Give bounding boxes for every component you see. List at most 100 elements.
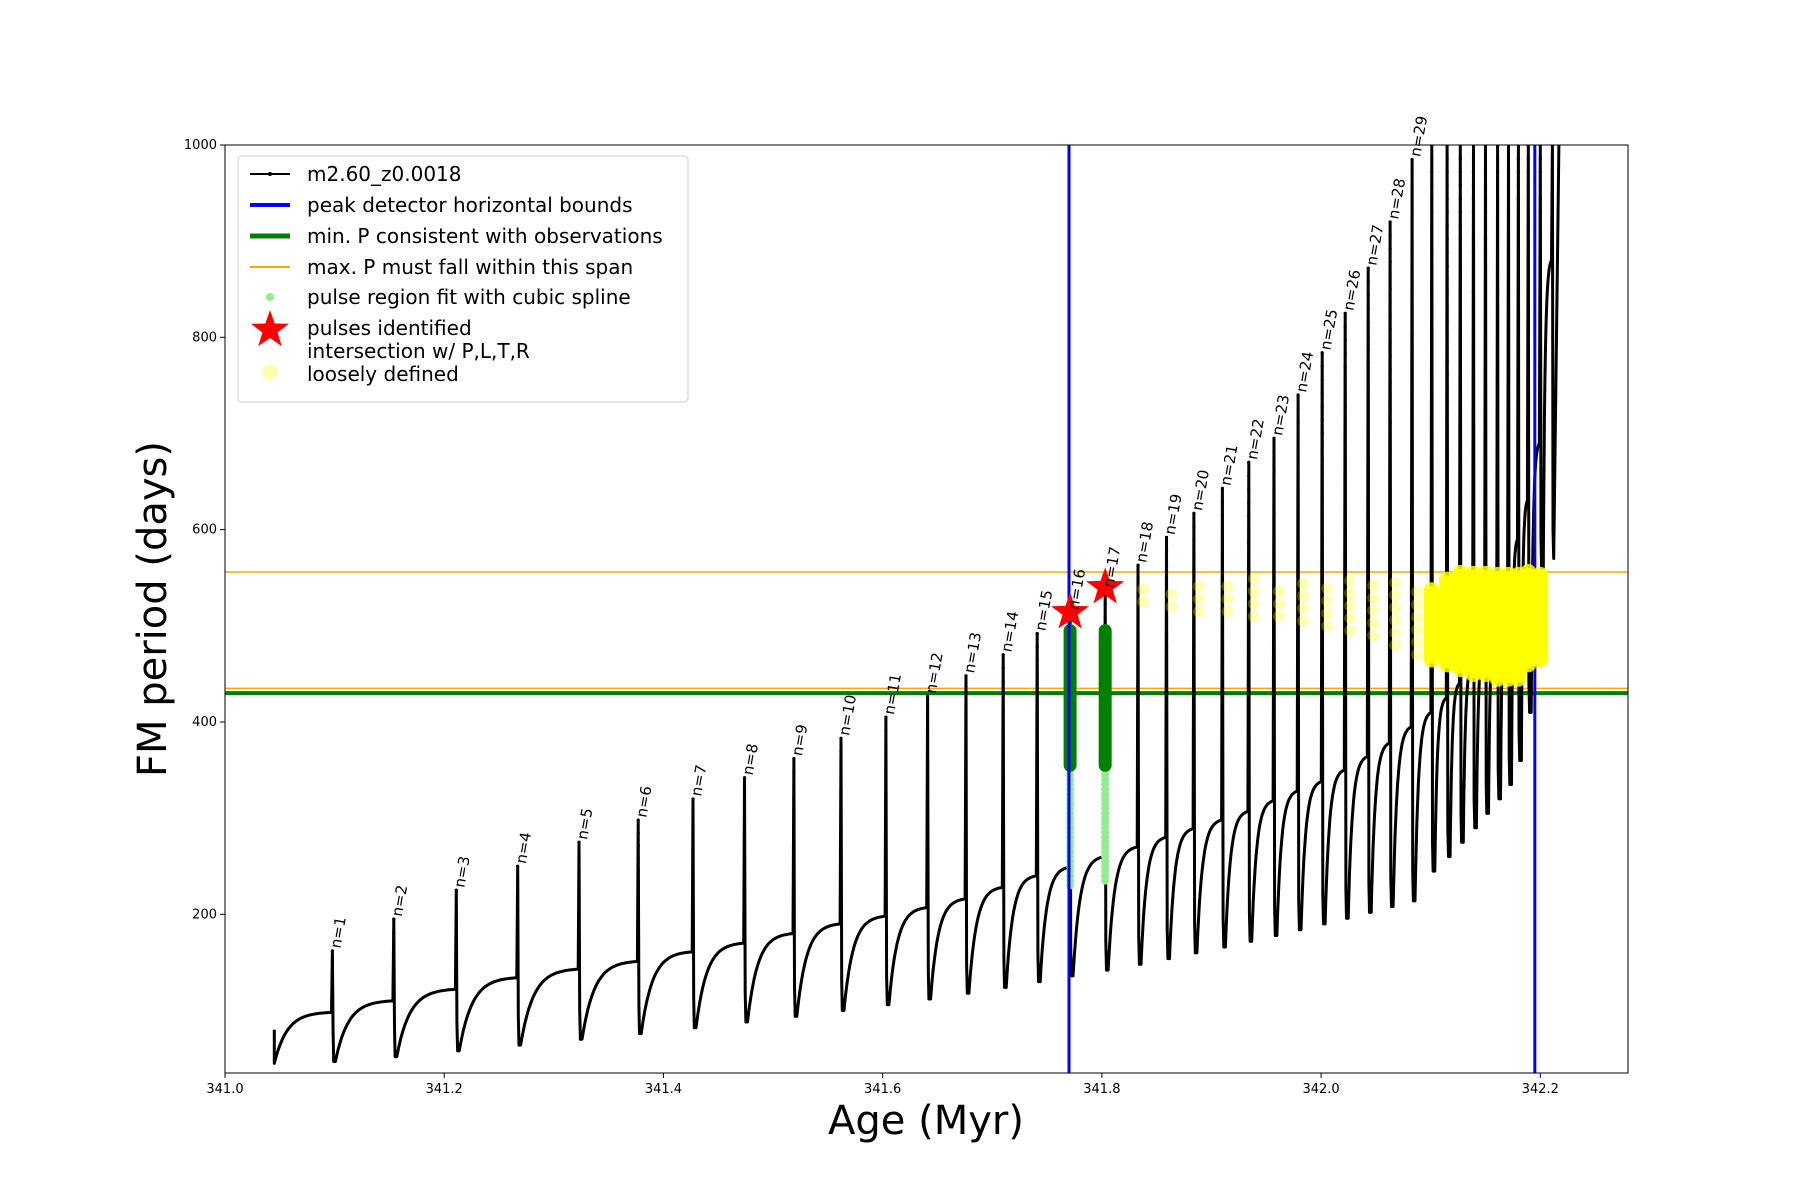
intersection-point <box>1247 585 1260 598</box>
track-dot <box>1538 360 1542 364</box>
track-dot <box>1410 346 1414 351</box>
track-dot <box>454 987 458 991</box>
track-dot <box>1526 417 1530 421</box>
pulse-spike-dots <box>1516 145 1520 541</box>
track-dot <box>1526 307 1530 311</box>
track-dot <box>1164 753 1169 758</box>
track-dot <box>1220 699 1225 703</box>
track-dot <box>925 853 930 857</box>
track-dot <box>925 707 930 711</box>
track-dot <box>1247 715 1251 720</box>
track-dot <box>1164 576 1169 580</box>
track-dot <box>925 734 930 738</box>
track-dot <box>1526 211 1530 216</box>
track-dot <box>1516 197 1520 201</box>
track-dot <box>1483 305 1488 309</box>
track-dot <box>1495 453 1500 457</box>
track-dot <box>1410 198 1414 202</box>
track-dot <box>1366 470 1370 474</box>
track-dot <box>1506 382 1511 386</box>
track-dot <box>392 958 396 962</box>
track-dot <box>1035 860 1039 864</box>
pulse-star-marker <box>1086 567 1125 604</box>
track-dot <box>1343 311 1347 315</box>
track-dot <box>1272 691 1276 696</box>
intersection-point <box>1297 577 1310 590</box>
track-dot <box>1136 778 1140 782</box>
track-dot <box>1272 651 1276 655</box>
track-dot <box>1495 533 1500 538</box>
track-dot <box>1272 611 1276 615</box>
track-dot <box>1272 490 1276 494</box>
track-dot <box>1192 676 1196 680</box>
track-dot <box>792 891 796 895</box>
track-dot <box>1506 236 1511 240</box>
intersection-point <box>1297 615 1310 628</box>
track-dot <box>884 755 888 759</box>
track-dot <box>839 803 843 807</box>
track-dot <box>1192 813 1196 817</box>
track-dot <box>1272 732 1276 736</box>
track-dot <box>1483 359 1488 363</box>
track-dot <box>1458 453 1462 457</box>
track-dot <box>1526 458 1530 462</box>
intersection-point <box>1344 624 1357 637</box>
track-dot <box>1220 765 1225 769</box>
track-dot <box>1220 738 1225 743</box>
intersection-point <box>1344 574 1357 587</box>
track-dot <box>1320 619 1324 623</box>
x-tick-label: 341.4 <box>645 1082 682 1097</box>
track-dot <box>516 948 520 952</box>
track-dot <box>1343 338 1347 342</box>
track-dot <box>1410 171 1414 175</box>
track-dot <box>1136 791 1140 795</box>
track-dot <box>1550 156 1554 160</box>
track-dot <box>839 869 843 873</box>
track-dot <box>1388 541 1392 545</box>
track-dot <box>1445 426 1449 430</box>
pulse-spike-dots <box>1136 563 1140 849</box>
track-dot <box>1035 753 1039 757</box>
track-dot <box>1471 502 1476 507</box>
track-dot <box>577 967 581 971</box>
pulse-spike-dots <box>1388 220 1392 745</box>
track-dot <box>1483 548 1488 553</box>
track-dot <box>1366 578 1370 582</box>
intersection-point <box>1221 580 1234 593</box>
track-dot <box>1247 621 1251 626</box>
track-dot <box>1516 456 1520 460</box>
track-dot <box>1471 369 1476 373</box>
track-dot <box>1445 494 1449 498</box>
track-dot <box>1458 264 1462 268</box>
track-dot <box>1388 554 1392 558</box>
track-dot <box>1516 537 1520 541</box>
track-dot <box>1458 399 1462 403</box>
track-dot <box>792 864 796 868</box>
track-dot <box>964 805 968 809</box>
track-dot <box>1320 418 1324 422</box>
track-dot <box>925 694 930 698</box>
track-dot <box>1343 526 1347 530</box>
track-dot <box>1506 541 1511 545</box>
track-dot <box>884 861 888 865</box>
track-dot <box>1136 738 1140 742</box>
track-dot <box>964 766 968 770</box>
track-dot <box>1343 660 1347 665</box>
track-dot <box>1136 590 1140 594</box>
track-dot <box>1035 699 1039 703</box>
track-dot <box>1247 662 1251 666</box>
track-dot <box>1526 266 1530 270</box>
track-dot <box>1410 522 1414 526</box>
track-dot <box>1220 632 1225 636</box>
track-dot <box>1410 387 1414 391</box>
track-dot <box>964 857 968 862</box>
track-dot <box>1458 304 1462 309</box>
track-dot <box>792 783 796 788</box>
track-dot <box>1471 316 1476 320</box>
track-dot <box>1296 789 1300 793</box>
track-dot <box>1388 674 1392 678</box>
track-dot <box>1430 508 1434 512</box>
pulse-spike-dots <box>792 756 796 936</box>
track-dot <box>1366 660 1370 664</box>
